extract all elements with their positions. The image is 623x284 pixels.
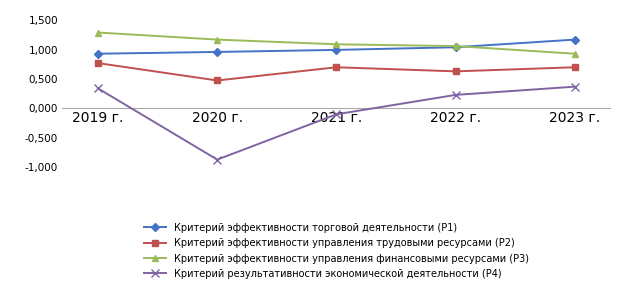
Критерий эффективности управления трудовыми ресурсами (Р2) bbox=[333, 66, 340, 69]
Критерий результативности экономической деятельности (Р4) bbox=[214, 158, 221, 161]
Критерий эффективности торговой деятельности (Р1) bbox=[94, 52, 102, 55]
Критерий эффективности управления финансовыми ресурсами (Р3) bbox=[214, 38, 221, 41]
Критерий эффективности торговой деятельности (Р1) bbox=[571, 38, 579, 41]
Критерий эффективности торговой деятельности (Р1) bbox=[452, 45, 459, 49]
Критерий результативности экономической деятельности (Р4) bbox=[94, 87, 102, 90]
Критерий эффективности управления финансовыми ресурсами (Р3) bbox=[333, 43, 340, 46]
Критерий эффективности управления финансовыми ресурсами (Р3) bbox=[571, 52, 579, 55]
Критерий результативности экономической деятельности (Р4) bbox=[333, 113, 340, 116]
Line: Критерий эффективности торговой деятельности (Р1): Критерий эффективности торговой деятельн… bbox=[95, 37, 578, 57]
Критерий эффективности управления трудовыми ресурсами (Р2) bbox=[214, 79, 221, 82]
Критерий эффективности управления трудовыми ресурсами (Р2) bbox=[94, 61, 102, 65]
Критерий эффективности торговой деятельности (Р1) bbox=[214, 50, 221, 54]
Критерий эффективности торговой деятельности (Р1) bbox=[333, 48, 340, 52]
Legend: Критерий эффективности торговой деятельности (Р1), Критерий эффективности управл: Критерий эффективности торговой деятельн… bbox=[145, 223, 528, 279]
Критерий результативности экономической деятельности (Р4) bbox=[571, 85, 579, 88]
Критерий результативности экономической деятельности (Р4) bbox=[452, 93, 459, 97]
Критерий эффективности управления финансовыми ресурсами (Р3) bbox=[94, 31, 102, 34]
Line: Критерий результативности экономической деятельности (Р4): Критерий результативности экономической … bbox=[94, 82, 579, 164]
Критерий эффективности управления трудовыми ресурсами (Р2) bbox=[452, 70, 459, 73]
Критерий эффективности управления трудовыми ресурсами (Р2) bbox=[571, 66, 579, 69]
Line: Критерий эффективности управления финансовыми ресурсами (Р3): Критерий эффективности управления финанс… bbox=[95, 29, 578, 57]
Line: Критерий эффективности управления трудовыми ресурсами (Р2): Критерий эффективности управления трудов… bbox=[95, 60, 578, 83]
Критерий эффективности управления финансовыми ресурсами (Р3) bbox=[452, 44, 459, 48]
